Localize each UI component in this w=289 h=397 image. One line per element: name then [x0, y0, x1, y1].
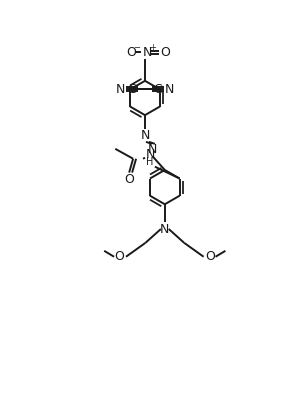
Text: O: O — [126, 46, 136, 59]
Text: N: N — [142, 46, 152, 59]
Text: H: H — [146, 157, 154, 167]
Text: N: N — [148, 143, 158, 156]
Text: +: + — [149, 42, 156, 52]
Text: O: O — [124, 173, 134, 186]
Text: N: N — [160, 223, 169, 235]
Text: C: C — [128, 83, 136, 96]
Text: N: N — [116, 83, 125, 96]
Text: C: C — [153, 83, 162, 96]
Text: O: O — [160, 46, 170, 59]
Text: O: O — [205, 250, 216, 263]
Text: −: − — [134, 42, 140, 52]
Text: N: N — [140, 129, 150, 143]
Text: N: N — [165, 83, 175, 96]
Text: O: O — [114, 250, 124, 263]
Text: N: N — [145, 148, 155, 161]
